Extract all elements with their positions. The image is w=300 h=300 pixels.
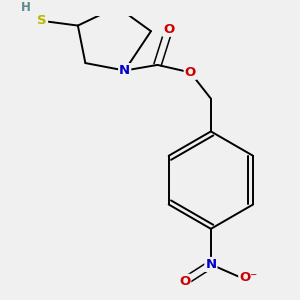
- Text: O⁻: O⁻: [239, 271, 257, 284]
- Text: S: S: [38, 14, 47, 27]
- Text: N: N: [119, 64, 130, 77]
- Text: N: N: [205, 258, 216, 271]
- Text: H: H: [20, 1, 30, 14]
- Text: O: O: [179, 275, 190, 288]
- Text: O: O: [163, 23, 174, 36]
- Text: O: O: [185, 66, 196, 79]
